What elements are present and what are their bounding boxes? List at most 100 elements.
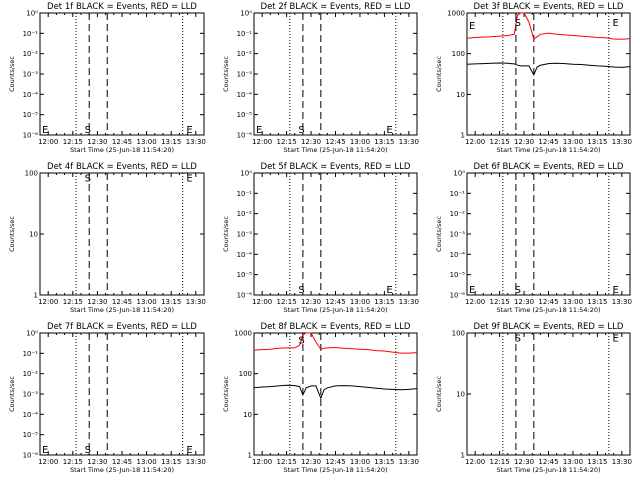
x-tick-label: 12:00 bbox=[465, 298, 485, 306]
x-tick-label: 12:30 bbox=[87, 138, 107, 146]
y-tick-label: 100 bbox=[25, 170, 38, 178]
y-tick-label: 10⁻⁵ bbox=[237, 111, 253, 119]
plot-frame bbox=[466, 172, 631, 296]
x-tick-label: 12:30 bbox=[514, 298, 534, 306]
start-marker: S bbox=[298, 285, 304, 296]
x-axis-label: Start Time (25-Jun-18 11:54:20) bbox=[70, 146, 174, 154]
x-axis-label: Start Time (25-Jun-18 11:54:20) bbox=[284, 466, 388, 474]
y-tick-label: 10⁰ bbox=[26, 330, 38, 338]
y-axis-label: Counts/sec bbox=[435, 216, 443, 252]
plot-frame bbox=[466, 12, 631, 136]
x-tick-label: 12:00 bbox=[38, 298, 58, 306]
x-tick-label: 12:15 bbox=[490, 458, 510, 466]
y-axis-label: Counts/sec bbox=[222, 216, 230, 252]
detector-panel-4: Det 4f BLACK = Events, RED = LLD 12:00 12:… bbox=[8, 162, 206, 314]
end-marker: E bbox=[186, 125, 192, 136]
y-tick-label: 10⁻³ bbox=[237, 231, 253, 239]
x-tick-label: 12:15 bbox=[277, 458, 297, 466]
y-tick-label: 10 bbox=[456, 391, 465, 399]
y-axis-label: Counts/sec bbox=[435, 56, 443, 92]
end-marker: E bbox=[386, 285, 392, 296]
x-axis-label: Start Time (25-Jun-18 11:54:20) bbox=[497, 146, 601, 154]
x-tick-label: 12:45 bbox=[112, 298, 132, 306]
y-tick-label: 1000 bbox=[234, 330, 252, 338]
panel-title: Det 8f BLACK = Events, RED = LLD bbox=[261, 322, 411, 332]
x-tick-label: 13:00 bbox=[137, 298, 157, 306]
y-tick-label: 10⁻⁵ bbox=[23, 111, 39, 119]
y-tick-label: 10⁻⁶ bbox=[237, 292, 253, 300]
start-marker: S bbox=[85, 445, 91, 456]
end-marker: E bbox=[42, 445, 48, 456]
y-tick-label: 10⁰ bbox=[240, 10, 252, 18]
end-marker: E bbox=[42, 125, 48, 136]
series-line-lld bbox=[253, 332, 418, 354]
detector-panel-9: Det 9f BLACK = Events, RED = LLD 12:00 12:… bbox=[435, 322, 632, 474]
end-marker: E bbox=[469, 21, 475, 32]
detector-panel-2: Det 2f BLACK = Events, RED = LLD 12:00 12:… bbox=[222, 2, 419, 154]
x-axis-label: Start Time (25-Jun-18 11:54:20) bbox=[70, 306, 174, 314]
plot-frame bbox=[39, 172, 205, 296]
y-axis-label: Counts/sec bbox=[222, 376, 230, 412]
x-tick-label: 12:00 bbox=[465, 138, 485, 146]
series-line-events bbox=[253, 384, 418, 400]
x-axis-label: Start Time (25-Jun-18 11:54:20) bbox=[497, 306, 601, 314]
y-tick-label: 10⁻⁴ bbox=[237, 251, 253, 259]
y-tick-label: 10⁻⁴ bbox=[23, 411, 39, 419]
x-tick-label: 13:30 bbox=[612, 298, 632, 306]
x-tick-label: 13:15 bbox=[161, 138, 181, 146]
y-tick-label: 10⁻³ bbox=[23, 71, 39, 79]
x-tick-label: 13:15 bbox=[374, 298, 394, 306]
y-tick-label: 10⁰ bbox=[240, 170, 252, 178]
y-tick-label: 10⁻¹ bbox=[23, 350, 39, 358]
panel-title: Det 4f BLACK = Events, RED = LLD bbox=[47, 162, 197, 172]
detector-panel-7: Det 7f BLACK = Events, RED = LLD 12:00 12:… bbox=[8, 322, 206, 474]
y-axis-label: Counts/sec bbox=[435, 376, 443, 412]
x-tick-label: 12:00 bbox=[252, 138, 272, 146]
start-marker: S bbox=[515, 18, 521, 29]
panel-title: Det 9f BLACK = Events, RED = LLD bbox=[474, 322, 624, 332]
x-tick-label: 12:00 bbox=[38, 458, 58, 466]
x-tick-label: 13:30 bbox=[399, 138, 419, 146]
start-marker: S bbox=[85, 173, 91, 184]
x-axis-label: Start Time (25-Jun-18 11:54:20) bbox=[284, 146, 388, 154]
detector-panel-8: Det 8f BLACK = Events, RED = LLD 12:00 12:… bbox=[222, 322, 419, 474]
start-marker: S bbox=[515, 333, 521, 344]
y-tick-label: 10⁻³ bbox=[237, 71, 253, 79]
y-tick-label: 1 bbox=[461, 452, 465, 460]
series-line-events bbox=[466, 62, 631, 77]
y-axis-label: Counts/sec bbox=[8, 56, 16, 92]
y-tick-label: 10⁻⁵ bbox=[23, 431, 39, 439]
x-tick-label: 13:15 bbox=[587, 458, 607, 466]
y-tick-label: 10 bbox=[456, 91, 465, 99]
start-marker: S bbox=[85, 125, 91, 136]
x-tick-label: 13:00 bbox=[350, 298, 370, 306]
y-tick-label: 10⁻² bbox=[450, 210, 466, 218]
end-marker: E bbox=[386, 125, 392, 136]
x-tick-label: 13:15 bbox=[374, 458, 394, 466]
panel-title: Det 7f BLACK = Events, RED = LLD bbox=[47, 322, 197, 332]
y-tick-label: 10⁰ bbox=[453, 170, 465, 178]
x-tick-label: 12:45 bbox=[325, 458, 345, 466]
panel-title: Det 2f BLACK = Events, RED = LLD bbox=[261, 2, 411, 12]
y-tick-label: 1000 bbox=[447, 10, 465, 18]
y-tick-label: 10⁻⁴ bbox=[450, 251, 466, 259]
y-tick-label: 1 bbox=[248, 452, 252, 460]
y-axis-label: Counts/sec bbox=[8, 216, 16, 252]
y-tick-label: 100 bbox=[452, 330, 465, 338]
x-tick-label: 13:15 bbox=[161, 298, 181, 306]
y-tick-label: 10⁻⁶ bbox=[450, 292, 466, 300]
panel-title: Det 5f BLACK = Events, RED = LLD bbox=[261, 162, 411, 172]
x-tick-label: 13:15 bbox=[374, 138, 394, 146]
x-tick-label: 12:30 bbox=[87, 458, 107, 466]
detector-panel-6: Det 6f BLACK = Events, RED = LLD 12:00 12:… bbox=[435, 162, 632, 314]
y-tick-label: 10 bbox=[29, 231, 38, 239]
x-tick-label: 13:30 bbox=[612, 458, 632, 466]
x-tick-label: 12:45 bbox=[538, 298, 558, 306]
detector-panel-3: Det 3f BLACK = Events, RED = LLD 12:00 12:… bbox=[435, 2, 632, 154]
y-tick-label: 10⁻² bbox=[237, 50, 253, 58]
x-tick-label: 12:45 bbox=[538, 138, 558, 146]
y-tick-label: 10⁻¹ bbox=[23, 30, 39, 38]
plot-frame bbox=[39, 332, 205, 456]
panel-title: Det 1f BLACK = Events, RED = LLD bbox=[47, 2, 197, 12]
